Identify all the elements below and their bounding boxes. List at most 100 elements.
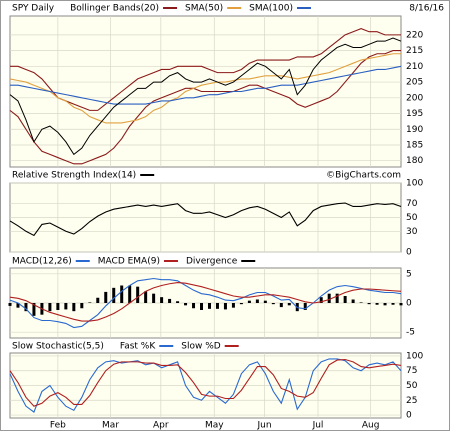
histogram-bar [263,300,267,303]
histogram-bar [207,303,211,309]
legend-label: Divergence [186,257,238,267]
date-label: 8/16/16 [409,4,444,14]
annotation: ©BigCharts.com [326,171,401,181]
histogram-bar [375,303,379,305]
histogram-bar [391,303,395,305]
histogram-bar [64,303,68,310]
histogram-bar [327,293,331,303]
legend-label: Fast %K [120,342,156,352]
y-tick-label: 200 [406,93,423,103]
series-line [10,27,401,111]
x-tick-label: Jun [257,421,272,431]
y-tick-label: 215 [406,46,423,56]
histogram-bar [72,303,76,312]
y-tick-label: 25 [406,396,417,406]
y-tick-label: -5 [406,328,415,338]
histogram-bar [136,286,140,303]
x-tick-label: May [205,421,224,431]
histogram-bar [279,303,283,308]
series-line [9,358,402,413]
histogram-bar [152,293,156,303]
histogram-bar [351,299,355,303]
histogram-bar [383,303,387,306]
histogram-bar [287,303,291,306]
series-line [9,37,402,156]
series-line [9,202,402,237]
y-tick-label: 70 [406,199,418,209]
legend-label: SMA(50) [185,4,223,14]
legend-label: Bollinger Bands(20) [70,4,159,14]
histogram-bar [399,303,403,306]
histogram-bar [271,303,275,305]
legend-label: SMA(100) [249,4,293,14]
series-line [9,50,401,165]
histogram-bar [319,297,323,303]
y-tick-label: 50 [406,213,418,223]
x-tick-label: Feb [50,421,66,431]
histogram-bar [192,303,196,309]
y-tick-label: 75 [406,366,417,376]
histogram-bar [144,291,148,303]
y-tick-label: 100 [406,179,423,189]
histogram-bar [168,298,172,303]
y-tick-label: 190 [406,125,423,135]
legend-label: Relative Strength Index(14) [12,171,136,181]
histogram-bar [247,300,251,303]
series-line [9,282,402,322]
histogram-bar [112,287,116,303]
y-tick-label: 100 [406,351,423,361]
y-tick-label: 220 [406,30,423,40]
histogram-bar [200,303,204,310]
histogram-bar [16,303,20,308]
legend-label: MACD EMA(9) [98,257,160,267]
y-tick-label: 195 [406,109,423,119]
histogram-bar [104,291,108,303]
histogram-bar [255,299,259,303]
histogram-bar [48,303,52,312]
histogram-bar [88,302,92,303]
histogram-bar [223,303,227,310]
x-tick-label: Apr [153,421,169,431]
histogram-bar [231,303,235,308]
series-line [9,358,402,407]
histogram-bar [184,303,188,306]
histogram-bar [239,303,243,305]
series-line [10,65,402,105]
histogram-bar [80,303,84,309]
histogram-bar [335,293,339,303]
x-tick-label: Mar [102,421,119,431]
histogram-bar [96,297,100,303]
histogram-bar [56,303,60,310]
histogram-bar [160,297,164,303]
series-line [9,53,401,124]
y-tick-label: 180 [406,156,423,166]
series-line [9,277,402,329]
y-tick-label: 50 [406,381,418,391]
y-tick-label: 185 [406,140,423,150]
y-tick-label: 30 [406,227,418,237]
histogram-bar [32,303,36,316]
histogram-bar [128,285,132,303]
y-tick-label: 0 [406,299,412,309]
histogram-bar [176,301,180,303]
histogram-bar [8,303,12,306]
histogram-bar [343,296,347,303]
histogram-bar [24,303,28,312]
y-tick-label: 205 [406,78,423,88]
histogram-bar [215,303,219,309]
panel-title: Slow Stochastic(5,5) [12,342,104,352]
legend-label: Slow %D [181,342,220,352]
y-tick-label: 210 [406,62,423,72]
y-tick-label: 0 [406,248,412,258]
panel-title: SPY Daily [12,4,55,14]
x-tick-label: Jul [312,421,324,431]
y-tick-label: 0 [406,411,412,421]
histogram-bar [120,285,124,303]
y-tick-label: 5 [406,269,412,279]
legend-label: MACD(12,26) [12,257,72,267]
histogram-bar [367,303,371,305]
histogram-bar [359,302,363,303]
x-tick-label: Aug [362,421,380,431]
histogram-bar [303,303,307,310]
